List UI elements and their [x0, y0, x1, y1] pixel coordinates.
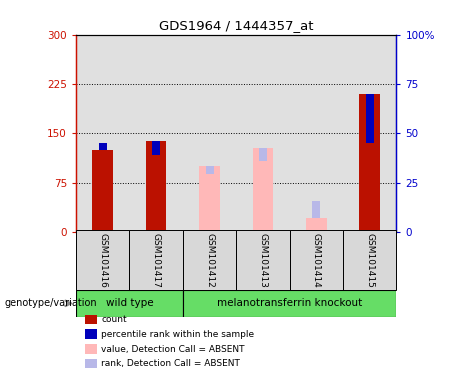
Bar: [290, 230, 343, 290]
Bar: [99, 143, 107, 150]
Bar: [206, 166, 213, 174]
Bar: [306, 218, 327, 232]
Bar: [199, 166, 220, 232]
Bar: [130, 35, 183, 232]
Text: value, Detection Call = ABSENT: value, Detection Call = ABSENT: [101, 344, 245, 354]
Bar: [259, 148, 267, 161]
Title: GDS1964 / 1444357_at: GDS1964 / 1444357_at: [159, 19, 313, 32]
Bar: [152, 141, 160, 154]
Bar: [236, 230, 290, 290]
Text: count: count: [101, 315, 127, 324]
Bar: [343, 35, 396, 232]
Bar: [76, 290, 183, 317]
Bar: [343, 230, 396, 290]
Text: GSM101415: GSM101415: [365, 233, 374, 288]
Bar: [313, 201, 320, 218]
Bar: [93, 150, 113, 232]
Text: GSM101412: GSM101412: [205, 233, 214, 288]
Text: GSM101413: GSM101413: [259, 233, 267, 288]
Text: GSM101417: GSM101417: [152, 233, 161, 288]
Bar: [76, 35, 130, 232]
Bar: [366, 94, 374, 143]
Text: percentile rank within the sample: percentile rank within the sample: [101, 330, 254, 339]
Text: GSM101416: GSM101416: [98, 233, 107, 288]
Text: genotype/variation: genotype/variation: [5, 298, 97, 308]
Text: wild type: wild type: [106, 298, 153, 308]
Bar: [183, 230, 236, 290]
Bar: [253, 148, 273, 232]
Bar: [236, 35, 290, 232]
Bar: [183, 290, 396, 317]
Bar: [146, 141, 166, 232]
Bar: [360, 94, 380, 232]
Text: melanotransferrin knockout: melanotransferrin knockout: [217, 298, 362, 308]
Bar: [76, 230, 130, 290]
Text: GSM101414: GSM101414: [312, 233, 321, 288]
Bar: [290, 35, 343, 232]
Bar: [130, 230, 183, 290]
Bar: [183, 35, 236, 232]
Text: rank, Detection Call = ABSENT: rank, Detection Call = ABSENT: [101, 359, 240, 368]
